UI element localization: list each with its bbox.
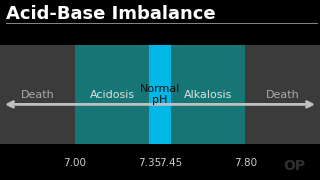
Text: 7.45: 7.45 — [159, 158, 182, 168]
Bar — [171, 45, 245, 144]
Text: Death: Death — [266, 89, 300, 100]
Bar — [0, 45, 75, 144]
Text: 7.00: 7.00 — [63, 158, 86, 168]
Text: OP: OP — [284, 159, 306, 173]
Text: Acid-Base Imbalance: Acid-Base Imbalance — [6, 5, 216, 23]
Bar — [149, 45, 171, 144]
Text: Death: Death — [20, 89, 54, 100]
Text: Normal
pH: Normal pH — [140, 84, 180, 105]
Text: Alkalosis: Alkalosis — [184, 89, 232, 100]
Text: 7.35: 7.35 — [138, 158, 161, 168]
Text: 7.80: 7.80 — [234, 158, 257, 168]
Bar — [75, 45, 149, 144]
Text: Acidosis: Acidosis — [89, 89, 135, 100]
Bar — [245, 45, 320, 144]
